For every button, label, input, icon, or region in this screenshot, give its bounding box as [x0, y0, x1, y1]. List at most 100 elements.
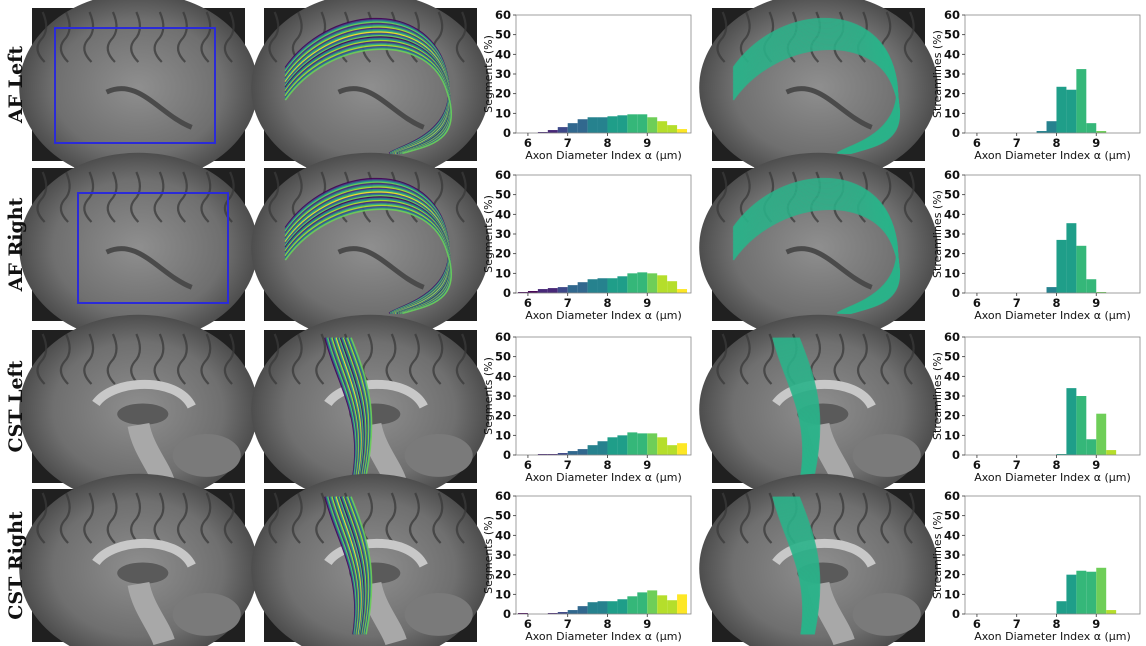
y-tick-label: 60 — [944, 8, 960, 22]
cortical-fold — [36, 492, 48, 544]
row-label: CST Left — [5, 360, 27, 452]
cortical-fold — [200, 333, 212, 385]
x-axis-label: Axon Diameter Index α (μm) — [525, 630, 682, 643]
cortical-fold — [455, 11, 467, 63]
plot-frame — [964, 14, 1141, 134]
x-tick-label: 9 — [643, 296, 651, 310]
image-row — [19, 152, 938, 343]
cortical-fold — [856, 333, 868, 385]
histogram-bar — [677, 594, 688, 614]
x-tick-label: 9 — [1092, 296, 1100, 310]
cortical-fold — [83, 11, 95, 63]
histogram-bar — [637, 114, 648, 133]
x-tick-label: 8 — [603, 136, 611, 150]
cortical-fold — [59, 492, 71, 544]
histogram-bar — [637, 272, 648, 293]
y-tick-label: 50 — [495, 509, 511, 523]
histogram-bar — [1036, 131, 1047, 133]
histogram-bar — [657, 121, 668, 133]
y-axis-label: Streamlines (%) — [931, 511, 944, 599]
y-tick-label: 50 — [944, 350, 960, 364]
histogram-bar — [577, 449, 588, 455]
cerebellum — [404, 593, 473, 636]
y-tick-label: 20 — [495, 87, 511, 101]
cerebellum — [172, 593, 241, 636]
cortical-fold — [59, 11, 71, 63]
histogram-bar — [1086, 279, 1097, 293]
cortical-fold — [106, 171, 118, 223]
y-tick-label: 20 — [944, 87, 960, 101]
x-tick-label: 7 — [564, 136, 572, 150]
tract-streamline — [350, 337, 373, 476]
histogram-bar — [587, 602, 598, 614]
histogram-bar — [1096, 413, 1107, 455]
y-tick-label: 0 — [503, 607, 511, 621]
x-tick-label: 7 — [1013, 136, 1021, 150]
cortical-fold — [408, 333, 420, 385]
histogram-bar — [1056, 86, 1067, 133]
histogram-bar — [667, 445, 678, 455]
tract-streamline — [284, 48, 452, 155]
sylvian-fissure — [337, 86, 425, 130]
cortical-fold — [176, 333, 188, 385]
histogram-bar — [627, 432, 638, 455]
row-label-layer: AF Left AF Right CST Left CST Right — [5, 46, 27, 620]
cortical-fold — [291, 333, 303, 385]
y-tick-label: 0 — [503, 286, 511, 300]
histogram-bar — [1106, 610, 1117, 614]
histogram-bar — [1086, 571, 1097, 614]
histogram-bar — [667, 600, 678, 614]
x-axis-label: Axon Diameter Index α (μm) — [525, 309, 682, 322]
cortical-fold — [833, 492, 845, 544]
cortical-fold — [455, 333, 467, 385]
sylvian-fissure — [337, 246, 425, 290]
histogram-bar — [617, 276, 628, 293]
cortical-fold — [176, 171, 188, 223]
cortical-fold — [739, 333, 751, 385]
cortical-fold — [268, 171, 280, 223]
cortical-fold — [176, 11, 188, 63]
y-tick-label: 50 — [495, 28, 511, 42]
cortical-fold — [716, 11, 728, 63]
y-tick-label: 50 — [495, 188, 511, 202]
cortical-fold — [268, 11, 280, 63]
corpus-callosum — [324, 379, 428, 409]
y-tick-label: 60 — [495, 489, 511, 503]
cortical-fold — [223, 492, 235, 544]
sylvian-fissure — [105, 246, 193, 290]
corpus-callosum — [92, 538, 196, 568]
sylvian-fissure — [785, 86, 873, 130]
histogram-bar — [647, 433, 658, 455]
x-axis-label: Axon Diameter Index α (μm) — [525, 471, 682, 484]
histogram-bar — [567, 123, 578, 133]
x-tick-label: 9 — [1092, 136, 1100, 150]
x-tick-label: 7 — [564, 617, 572, 631]
x-tick-label: 8 — [1052, 136, 1060, 150]
histogram-bar — [1096, 292, 1107, 293]
x-tick-label: 8 — [603, 617, 611, 631]
y-tick-label: 30 — [495, 67, 511, 81]
cortical-fold — [903, 333, 915, 385]
cortical-fold — [59, 333, 71, 385]
corpus-callosum — [92, 379, 196, 409]
x-tick-label: 9 — [643, 458, 651, 472]
y-tick-label: 20 — [495, 568, 511, 582]
cortical-fold — [223, 333, 235, 385]
row-label: AF Left — [5, 46, 27, 124]
histogram-bar — [677, 129, 688, 133]
histogram-bar — [677, 289, 688, 293]
cortical-fold — [315, 492, 327, 544]
cortical-fold — [83, 171, 95, 223]
x-tick-label: 7 — [564, 296, 572, 310]
cortical-fold — [59, 171, 71, 223]
cortical-fold — [223, 11, 235, 63]
x-tick-label: 7 — [564, 458, 572, 472]
x-axis-label: Axon Diameter Index α (μm) — [974, 630, 1131, 643]
cortical-fold — [716, 333, 728, 385]
x-tick-label: 8 — [1052, 458, 1060, 472]
y-tick-label: 10 — [944, 106, 960, 120]
y-tick-label: 60 — [944, 330, 960, 344]
histogram-bar — [517, 613, 528, 614]
histogram-bar — [617, 599, 628, 614]
